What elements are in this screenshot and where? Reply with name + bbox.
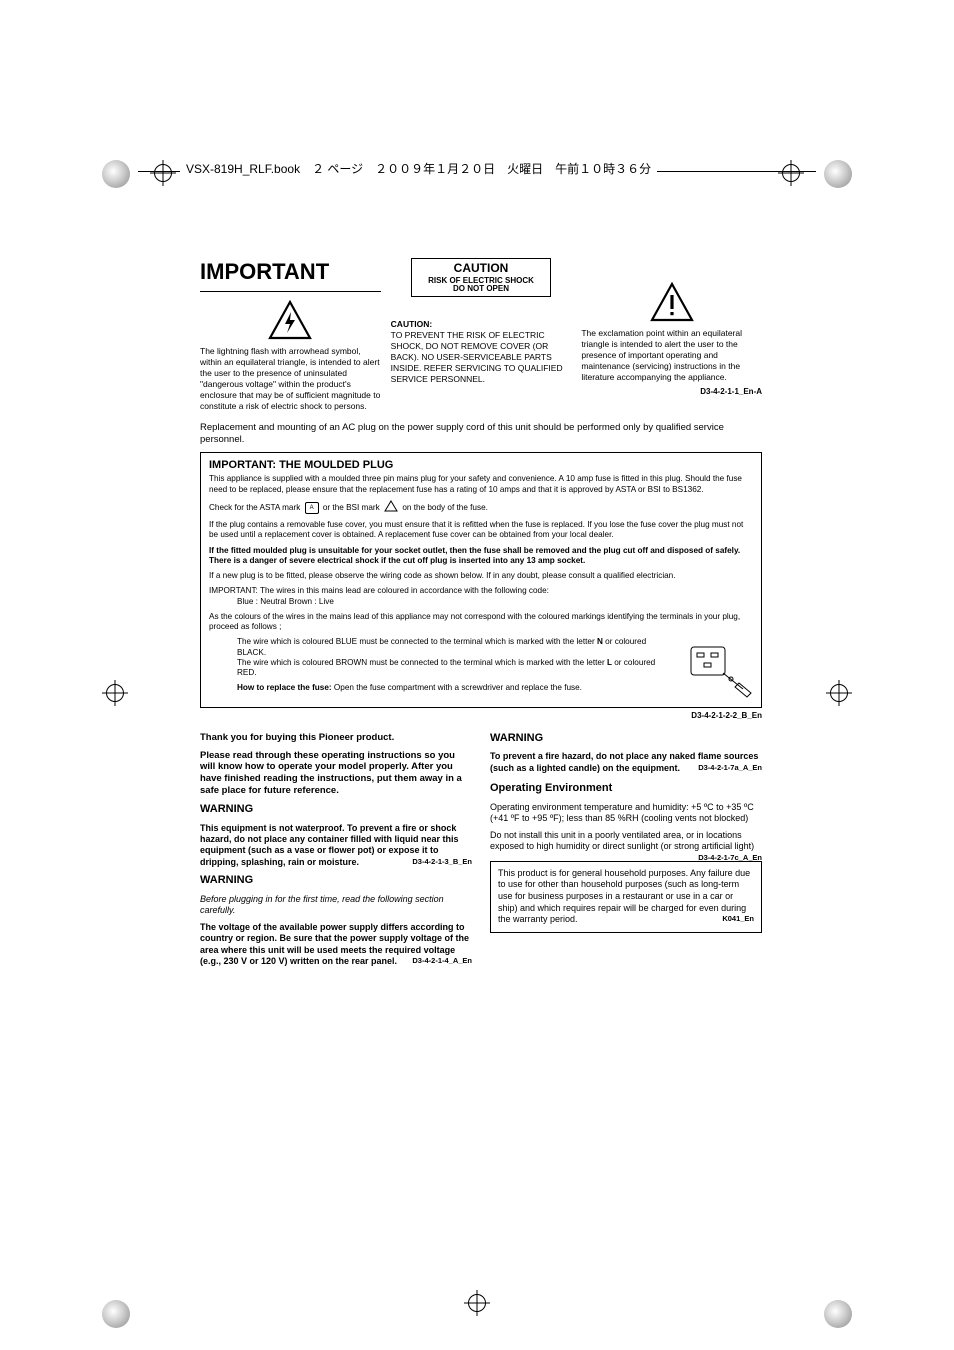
registration-mark — [102, 680, 128, 706]
moulded-p7: As the colours of the wires in the mains… — [209, 612, 753, 633]
moulded-p1: This appliance is supplied with a moulde… — [209, 474, 753, 495]
operating-env-2-text: Do not install this unit in a poorly ven… — [490, 830, 754, 851]
operating-env-1: Operating environment temperature and hu… — [490, 802, 762, 825]
moulded-p2b: or the BSI mark — [323, 503, 380, 512]
important-row: IMPORTANT The lightning flash with arrow… — [200, 258, 762, 412]
warning2-intro: Before plugging in for the first time, r… — [200, 894, 472, 917]
moulded-p8a: The wire which is coloured BLUE must be … — [237, 637, 597, 646]
moulded-p4: If the fitted moulded plug is unsuitable… — [209, 546, 753, 567]
moulded-title: IMPORTANT: THE MOULDED PLUG — [209, 459, 753, 473]
lightning-triangle-icon — [268, 298, 312, 342]
registration-mark — [778, 160, 804, 186]
household-box: This product is for general household pu… — [490, 861, 762, 933]
header-filename: VSX-819H_RLF.book ２ ページ ２００９年１月２０日 火曜日 午… — [180, 160, 657, 177]
important-col1: IMPORTANT The lightning flash with arrow… — [200, 258, 381, 412]
warning3-heading: WARNING — [490, 732, 762, 746]
col2-text: TO PREVENT THE RISK OF ELECTRIC SHOCK, D… — [391, 330, 572, 385]
print-mark — [102, 1300, 130, 1328]
moulded-plug-box: IMPORTANT: THE MOULDED PLUG This applian… — [200, 452, 762, 708]
operating-env-ref: D3-4-2-1-7c_A_En — [698, 853, 762, 862]
col1-text: The lightning flash with arrowhead symbo… — [200, 346, 381, 412]
moulded-p10a: How to replace the fuse: — [237, 683, 332, 692]
moulded-p8: The wire which is coloured BLUE must be … — [237, 637, 753, 658]
thank-you: Thank you for buying this Pioneer produc… — [200, 732, 472, 744]
important-col2: CAUTION RISK OF ELECTRIC SHOCK DO NOT OP… — [391, 258, 572, 412]
registration-mark — [464, 1290, 490, 1316]
moulded-p5: If a new plug is to be fitted, please ob… — [209, 571, 753, 581]
important-rule — [200, 291, 381, 292]
caution-sub2: DO NOT OPEN — [416, 285, 546, 294]
warning1-ref: D3-4-2-1-3_B_En — [412, 857, 472, 866]
caution-heading: CAUTION: — [391, 319, 572, 330]
warning3-ref: D3-4-2-1-7a_A_En — [698, 763, 762, 772]
replacement-text: Replacement and mounting of an AC plug o… — [200, 422, 762, 446]
print-mark — [102, 160, 130, 188]
body-columns: Thank you for buying this Pioneer produc… — [200, 732, 762, 973]
left-column: Thank you for buying this Pioneer produc… — [200, 732, 472, 973]
operating-env-heading: Operating Environment — [490, 782, 762, 796]
right-column: WARNING To prevent a fire hazard, do not… — [490, 732, 762, 973]
household-ref: K041_En — [722, 914, 754, 924]
moulded-p9a: The wire which is coloured BROWN must be… — [237, 658, 607, 667]
operating-env-2: Do not install this unit in a poorly ven… — [490, 830, 762, 853]
caution-title: CAUTION — [416, 261, 546, 277]
moulded-p6a: IMPORTANT: The wires in this mains lead … — [209, 586, 753, 596]
registration-mark — [826, 680, 852, 706]
print-mark — [824, 160, 852, 188]
warning2-body: The voltage of the available power suppl… — [200, 922, 472, 967]
moulded-p10b: Open the fuse compartment with a screwdr… — [332, 683, 582, 692]
household-text: This product is for general household pu… — [498, 868, 750, 925]
moulded-p6b: Blue : Neutral Brown : Live — [237, 597, 753, 607]
caution-box: CAUTION RISK OF ELECTRIC SHOCK DO NOT OP… — [411, 258, 551, 297]
important-col3: The exclamation point within an equilate… — [581, 258, 762, 412]
col3-text: The exclamation point within an equilate… — [581, 328, 762, 383]
warning1-body: This equipment is not waterproof. To pre… — [200, 823, 472, 868]
moulded-p2c: on the body of the fuse. — [402, 503, 488, 512]
moulded-p3: If the plug contains a removable fuse co… — [209, 520, 753, 541]
registration-mark — [150, 160, 176, 186]
warning1-heading: WARNING — [200, 803, 472, 817]
print-mark — [824, 1300, 852, 1328]
intro-text: Please read through these operating inst… — [200, 750, 472, 798]
asta-mark-icon: A — [305, 502, 319, 514]
top-ref: D3-4-2-1-1_En-A — [581, 387, 762, 397]
plug-diagram-icon — [685, 643, 755, 701]
moulded-p9: The wire which is coloured BROWN must be… — [237, 658, 753, 679]
moulded-p2a: Check for the ASTA mark — [209, 503, 300, 512]
warning3-body: To prevent a fire hazard, do not place a… — [490, 751, 762, 774]
exclamation-triangle-icon — [650, 280, 694, 324]
bsi-mark-icon — [384, 500, 398, 515]
moulded-ref: D3-4-2-1-2-2_B_En — [200, 711, 762, 720]
important-title: IMPORTANT — [200, 258, 381, 287]
page-content: IMPORTANT The lightning flash with arrow… — [200, 258, 762, 973]
warning2-ref: D3-4-2-1-4_A_En — [412, 956, 472, 965]
moulded-p10: How to replace the fuse: Open the fuse c… — [237, 683, 753, 693]
warning2-heading: WARNING — [200, 874, 472, 888]
moulded-p2: Check for the ASTA mark A or the BSI mar… — [209, 500, 753, 515]
